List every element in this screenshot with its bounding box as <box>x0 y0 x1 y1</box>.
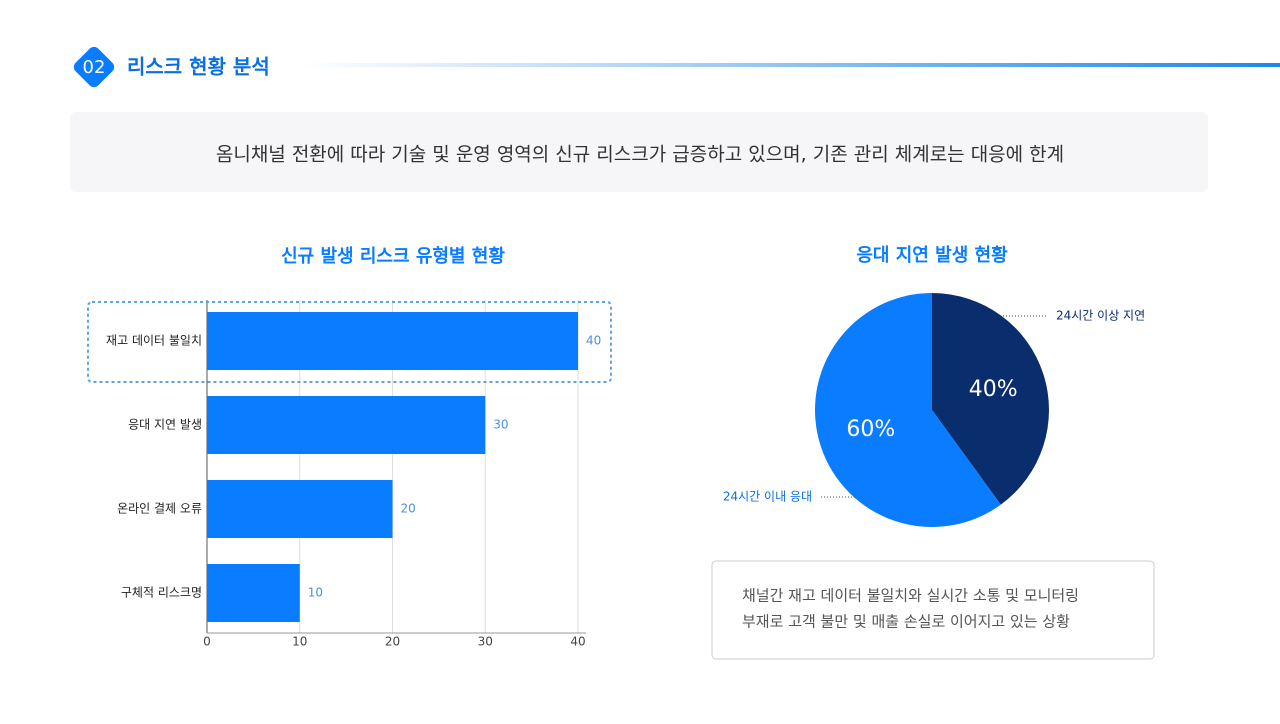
x-tick-label: 30 <box>478 635 493 649</box>
x-tick-label: 40 <box>570 635 585 649</box>
header-rule <box>300 63 1280 67</box>
category-label: 재고 데이터 불일치 <box>106 334 202 348</box>
note-line: 부재로 고객 불만 및 매출 손실로 이어지고 있는 상황 <box>742 613 1070 631</box>
chart-title: 응대 지연 발생 현황 <box>856 245 1008 266</box>
summary-text: 옴니채널 전환에 따라 기술 및 운영 영역의 신규 리스크가 급증하고 있으며… <box>216 144 1064 166</box>
category-label: 온라인 결제 오류 <box>117 502 202 516</box>
bar <box>207 480 393 538</box>
value-label: 30 <box>493 418 508 432</box>
value-label: 10 <box>308 586 323 600</box>
x-tick-label: 10 <box>292 635 307 649</box>
value-label: 20 <box>401 502 416 516</box>
bar <box>207 564 300 622</box>
category-label: 구체적 리스크명 <box>121 586 202 600</box>
chart-title: 신규 발생 리스크 유형별 현황 <box>281 246 505 267</box>
section-badge <box>73 46 115 88</box>
category-label: 응대 지연 발생 <box>128 418 202 432</box>
x-tick-label: 20 <box>385 635 400 649</box>
bar <box>207 312 578 370</box>
note-line: 채널간 재고 데이터 불일치와 실시간 소통 및 모니터링 <box>742 587 1079 605</box>
section-number: 02 <box>83 57 106 78</box>
note-box <box>711 560 1155 660</box>
bar <box>207 396 486 454</box>
x-tick-label: 0 <box>203 635 211 649</box>
section-title: 리스크 현황 분석 <box>127 55 270 79</box>
pie-slice <box>932 293 1049 505</box>
category-label: 24시간 이상 지연 <box>1056 309 1145 323</box>
pie-slice <box>815 293 1001 527</box>
value-label: 40% <box>969 377 1018 402</box>
value-label: 40 <box>586 334 601 348</box>
summary-box <box>70 112 1208 192</box>
category-label: 24시간 이내 응대 <box>723 490 812 504</box>
value-label: 60% <box>846 417 895 442</box>
